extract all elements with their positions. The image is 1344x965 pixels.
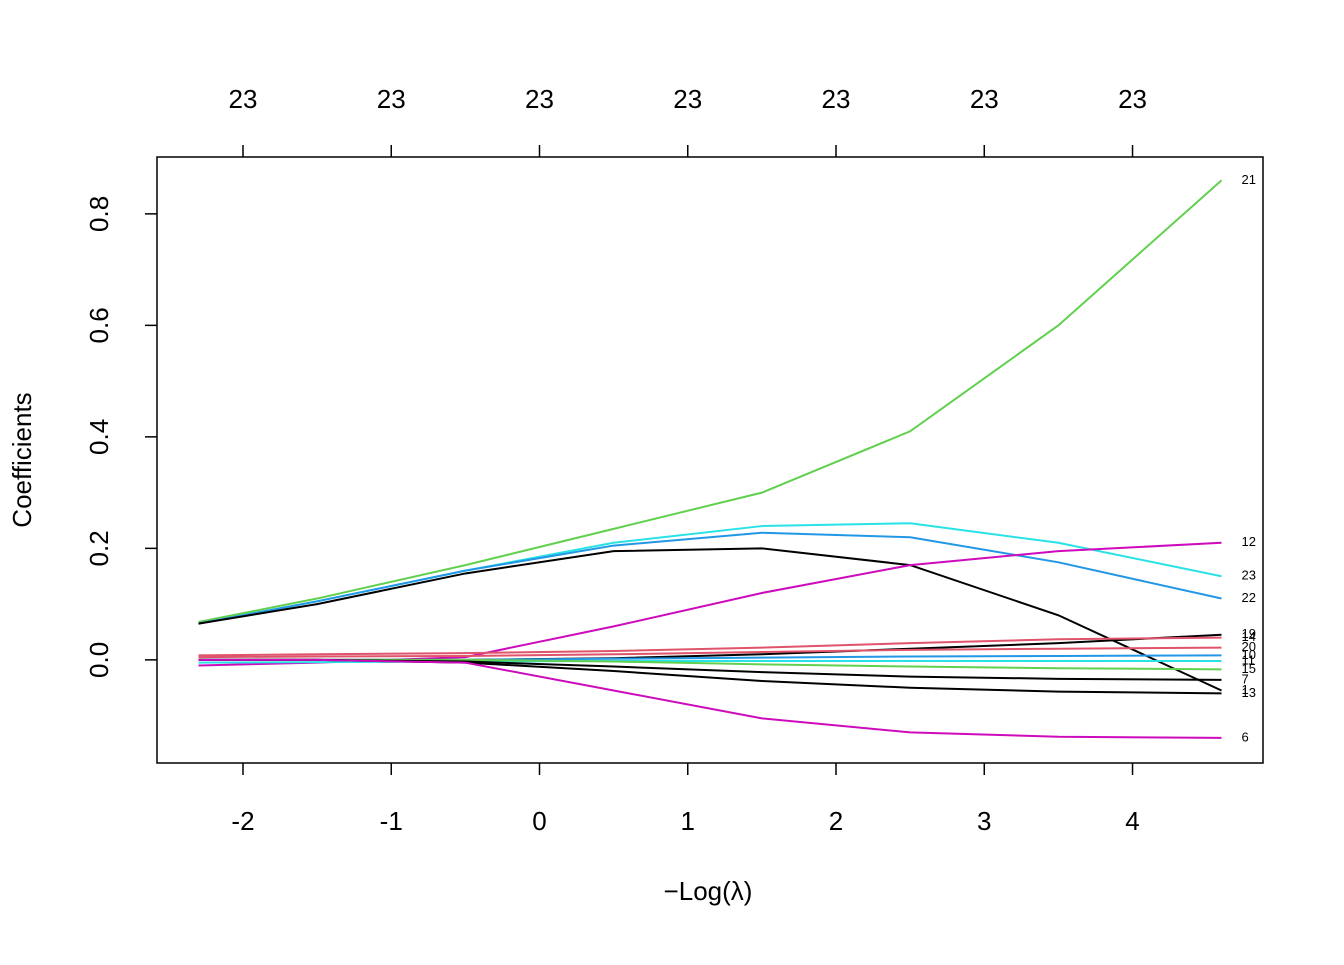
x-tick-label: -1 — [380, 806, 403, 836]
series-label: 12 — [1241, 534, 1255, 549]
series-label: 19 — [1241, 626, 1255, 641]
series-line — [198, 658, 1222, 739]
series-label: 21 — [1241, 172, 1255, 187]
series-line — [198, 531, 1222, 625]
series-line — [198, 659, 1222, 664]
series-line — [198, 658, 1222, 695]
y-tick-label: 0.2 — [84, 530, 114, 566]
top-x-tick-label: 23 — [1118, 84, 1147, 114]
x-tick-label: -2 — [231, 806, 254, 836]
top-x-tick-label: 23 — [822, 84, 851, 114]
top-x-tick-label: 23 — [229, 84, 258, 114]
series-line — [198, 547, 1222, 692]
x-axis-label: −Log(λ) — [664, 876, 753, 906]
series-label: 20 — [1241, 639, 1255, 654]
x-tick-label: 0 — [532, 806, 546, 836]
series-label: 11 — [1241, 652, 1255, 667]
x-tick-label: 4 — [1125, 806, 1139, 836]
series-label: 7 — [1241, 671, 1248, 686]
x-tick-label: 2 — [829, 806, 843, 836]
series-label: 22 — [1241, 590, 1255, 605]
x-tick-label: 1 — [681, 806, 695, 836]
series-label: 6 — [1241, 729, 1248, 744]
top-x-tick-label: 23 — [970, 84, 999, 114]
series-label: 1 — [1241, 682, 1248, 697]
top-x-tick-label: 23 — [377, 84, 406, 114]
y-axis-label: Coefficients — [7, 392, 37, 527]
series-label: 10 — [1241, 647, 1255, 662]
series-line — [198, 522, 1222, 625]
y-tick-label: 0.4 — [84, 419, 114, 455]
series-line — [198, 541, 1222, 667]
series-label: 14 — [1241, 629, 1255, 644]
plot-frame — [156, 156, 1264, 764]
series-line — [198, 179, 1223, 623]
series-label: 15 — [1241, 661, 1255, 676]
x-tick-label: 3 — [977, 806, 991, 836]
top-x-tick-label: 23 — [525, 84, 554, 114]
y-tick-label: 0.8 — [84, 196, 114, 232]
y-tick-label: 0.0 — [84, 642, 114, 678]
series-label: 13 — [1241, 685, 1255, 700]
series-label: 23 — [1241, 568, 1255, 583]
series-line — [198, 646, 1222, 659]
y-tick-label: 0.6 — [84, 307, 114, 343]
top-x-tick-label: 23 — [673, 84, 702, 114]
series-line — [198, 636, 1222, 657]
